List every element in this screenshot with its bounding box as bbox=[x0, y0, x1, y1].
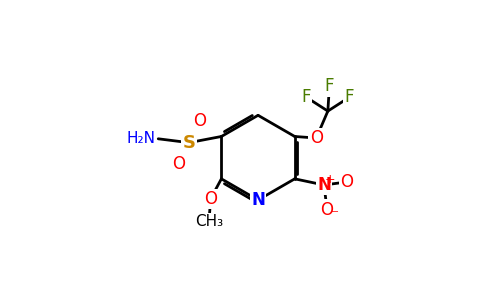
Text: F: F bbox=[345, 88, 354, 106]
Text: CH₃: CH₃ bbox=[195, 214, 223, 230]
Text: H₂N: H₂N bbox=[126, 131, 155, 146]
Text: F: F bbox=[302, 88, 311, 106]
Text: S: S bbox=[182, 134, 196, 152]
Text: N: N bbox=[251, 191, 265, 209]
Text: +: + bbox=[325, 173, 335, 186]
Text: F: F bbox=[325, 77, 334, 95]
Text: O: O bbox=[320, 201, 333, 219]
Text: O: O bbox=[310, 129, 323, 147]
Text: O: O bbox=[172, 155, 185, 173]
Text: O: O bbox=[193, 112, 206, 130]
Text: O: O bbox=[204, 190, 217, 208]
Text: O: O bbox=[341, 173, 354, 191]
Text: ⁻: ⁻ bbox=[331, 207, 339, 222]
Text: N: N bbox=[317, 176, 331, 194]
